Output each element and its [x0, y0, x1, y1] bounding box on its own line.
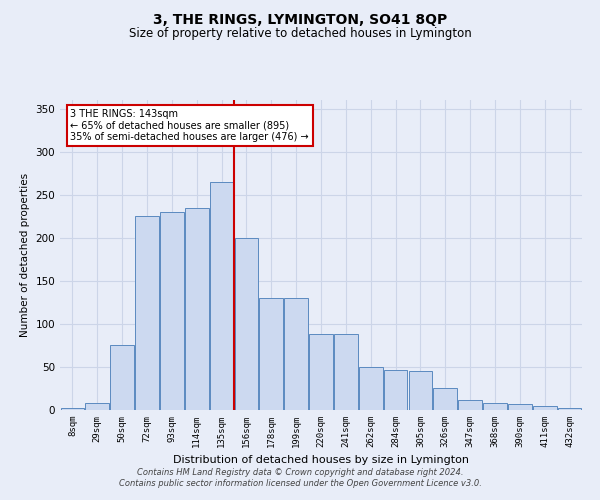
Bar [85, 403, 109, 410]
Bar [458, 400, 482, 410]
Bar [334, 334, 358, 410]
Text: 3, THE RINGS, LYMINGTON, SO41 8QP: 3, THE RINGS, LYMINGTON, SO41 8QP [153, 12, 447, 26]
Bar [110, 346, 134, 410]
Text: Size of property relative to detached houses in Lymington: Size of property relative to detached ho… [128, 28, 472, 40]
X-axis label: Distribution of detached houses by size in Lymington: Distribution of detached houses by size … [173, 456, 469, 466]
Bar [185, 208, 209, 410]
Bar [259, 298, 283, 410]
Bar [409, 371, 432, 410]
Y-axis label: Number of detached properties: Number of detached properties [20, 173, 30, 337]
Bar [160, 212, 184, 410]
Bar [558, 408, 581, 410]
Text: 3 THE RINGS: 143sqm
← 65% of detached houses are smaller (895)
35% of semi-detac: 3 THE RINGS: 143sqm ← 65% of detached ho… [70, 110, 309, 142]
Bar [384, 370, 407, 410]
Bar [284, 298, 308, 410]
Bar [359, 367, 383, 410]
Bar [235, 238, 258, 410]
Bar [309, 334, 333, 410]
Bar [433, 388, 457, 410]
Bar [483, 403, 507, 410]
Bar [533, 406, 557, 410]
Bar [135, 216, 159, 410]
Bar [61, 408, 84, 410]
Bar [508, 404, 532, 410]
Text: Contains HM Land Registry data © Crown copyright and database right 2024.
Contai: Contains HM Land Registry data © Crown c… [119, 468, 481, 487]
Bar [210, 182, 233, 410]
